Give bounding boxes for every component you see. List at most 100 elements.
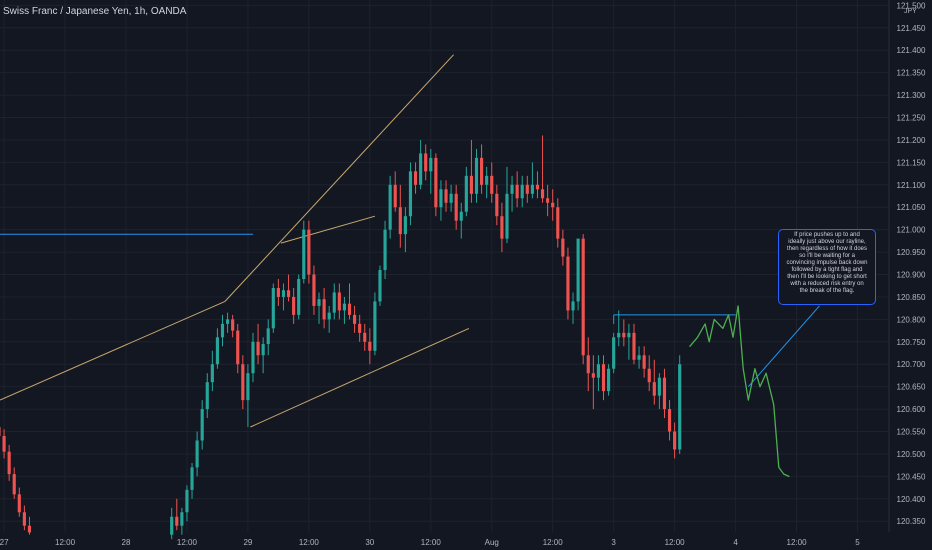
price-tick-label: 120.950 [897, 248, 926, 257]
candle [561, 229, 565, 266]
price-tick-label: 121.200 [897, 136, 926, 145]
time-tick-label: Aug [485, 538, 499, 547]
candle-body [571, 301, 575, 311]
candle-body [439, 189, 443, 208]
candle-body [180, 512, 184, 526]
candle-body [525, 184, 529, 194]
candle [546, 184, 550, 217]
candle-body [424, 153, 428, 172]
candle [251, 332, 255, 383]
candle-body [297, 279, 301, 315]
candle-body [322, 299, 326, 320]
candle-body [551, 202, 555, 208]
candle [231, 314, 235, 338]
candle-body [419, 153, 423, 185]
candle [185, 485, 189, 522]
price-tick-label: 120.350 [897, 517, 926, 526]
candle [657, 373, 661, 410]
candle-body [469, 175, 473, 194]
candle [551, 189, 555, 221]
candle-body [546, 198, 550, 203]
candle-body [566, 256, 570, 311]
candle-body [271, 287, 275, 329]
candle-body [226, 319, 230, 324]
candle [485, 166, 489, 199]
drawing-tools [0, 54, 736, 428]
candle-body [530, 184, 534, 194]
candle-body [474, 157, 479, 194]
candle [520, 175, 524, 208]
candle-body [2, 436, 6, 452]
candle [170, 507, 174, 540]
price-tick-label: 121.300 [897, 91, 926, 100]
price-tick-label: 120.600 [897, 405, 926, 414]
candle [180, 507, 184, 535]
candle-body [292, 296, 296, 315]
candle [297, 274, 301, 320]
candle-body [515, 184, 519, 199]
candle [419, 139, 423, 190]
candle [256, 323, 260, 365]
candle [581, 234, 585, 365]
candle [342, 296, 346, 324]
candle-body [581, 238, 585, 356]
candle [200, 400, 204, 450]
time-tick-label: 29 [243, 538, 252, 547]
price-tick-label: 121.000 [897, 226, 926, 235]
candle-body [378, 270, 382, 302]
candle [286, 274, 291, 302]
candle-body [302, 229, 306, 280]
candle-body [459, 211, 463, 221]
candle-body [266, 328, 270, 345]
candle-body [449, 193, 453, 203]
candle [27, 516, 32, 535]
candle [383, 220, 387, 280]
time-tick-label: 12:00 [55, 538, 76, 547]
time-tick-label: 5 [855, 538, 860, 547]
candle-body [642, 355, 646, 369]
candle [642, 346, 646, 378]
candle-body [373, 301, 377, 351]
candle [444, 180, 448, 212]
candle [226, 312, 230, 333]
candle [459, 202, 463, 239]
price-tick-label: 120.400 [897, 495, 926, 504]
candle-body [215, 337, 219, 365]
trendline-upper-diagonal [280, 215, 376, 244]
candle-body [408, 171, 413, 217]
candle [302, 220, 306, 284]
candle-body [210, 364, 214, 383]
candle [312, 265, 316, 315]
candle-body [261, 344, 265, 356]
candle [586, 337, 590, 392]
price-tick-label: 120.750 [897, 338, 926, 347]
candle [317, 292, 321, 324]
candle-body [403, 216, 407, 235]
candle-body [464, 175, 468, 212]
candle [637, 346, 641, 369]
candle-body [454, 193, 458, 221]
candle-body [170, 516, 174, 535]
price-axis[interactable]: 121.500 121.450 121.400 121.350 121.300 121.2… [897, 1, 926, 526]
projected-path [689, 305, 790, 478]
time-tick-label: 12:00 [543, 538, 564, 547]
candle [17, 487, 21, 517]
candle-body [500, 216, 504, 239]
candle [525, 175, 529, 203]
candle [576, 238, 580, 311]
candle [22, 505, 26, 531]
candle [667, 400, 672, 441]
candle-body [601, 364, 606, 392]
candle [363, 323, 367, 351]
candle [495, 184, 499, 226]
time-tick-label: 27 [0, 538, 9, 547]
candle [647, 355, 651, 392]
candle-body [195, 440, 199, 468]
candle [540, 135, 545, 203]
candle [652, 359, 656, 405]
note-line: then regardless of how it does [786, 246, 868, 252]
candles [0, 135, 682, 540]
time-axis[interactable]: 27 12:00 28 12:00 29 12:00 30 12:00 Aug 12:00 3 12:… [0, 538, 860, 547]
candle [408, 162, 413, 226]
